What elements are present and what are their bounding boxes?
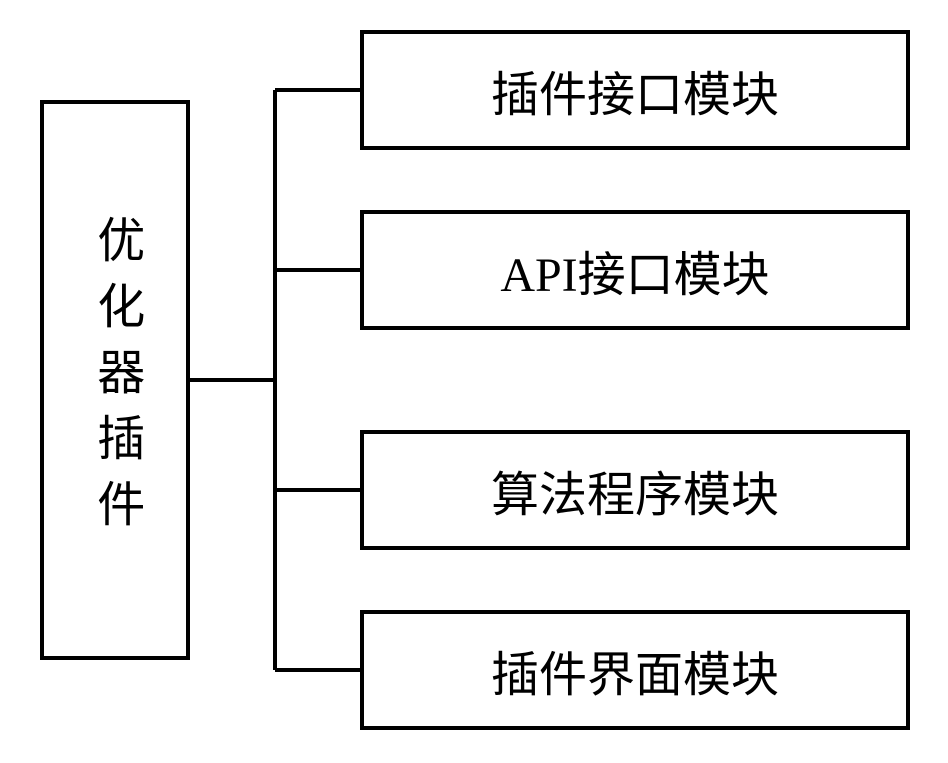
child-node-4: 插件界面模块 — [360, 610, 910, 730]
child-label-3: 算法程序模块 — [491, 455, 779, 525]
child-label-1: 插件接口模块 — [491, 55, 779, 125]
root-node: 优化器插件 — [40, 100, 190, 660]
root-label: 优化器插件 — [84, 215, 146, 545]
connector-lines — [190, 30, 365, 730]
child-node-1: 插件接口模块 — [360, 30, 910, 150]
child-node-2: API接口模块 — [360, 210, 910, 330]
child-label-4: 插件界面模块 — [491, 635, 779, 705]
diagram-container: 优化器插件 插件接口模块 API接口模块 算法程序模块 插件界面模块 — [40, 30, 910, 730]
child-label-2: API接口模块 — [500, 235, 769, 305]
child-node-3: 算法程序模块 — [360, 430, 910, 550]
